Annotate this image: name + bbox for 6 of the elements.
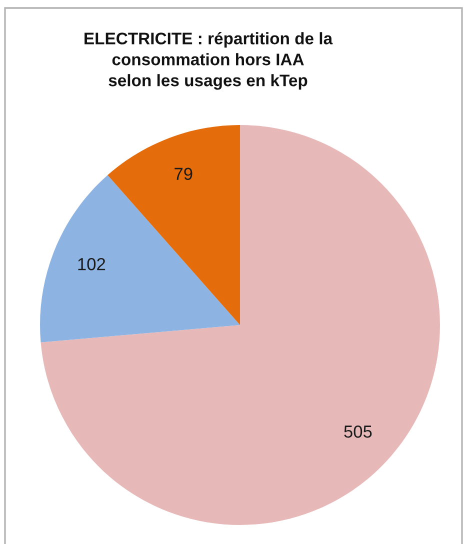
data-label: 505: [344, 425, 372, 438]
chart-title: ELECTRICITE : répartition de la consommation hors IAA selon les usages en kTep: [84, 32, 333, 90]
data-label: 79: [174, 168, 192, 180]
data-label: 102: [78, 258, 106, 270]
pie-slice: [40, 125, 440, 525]
pie-slice: [108, 125, 240, 325]
